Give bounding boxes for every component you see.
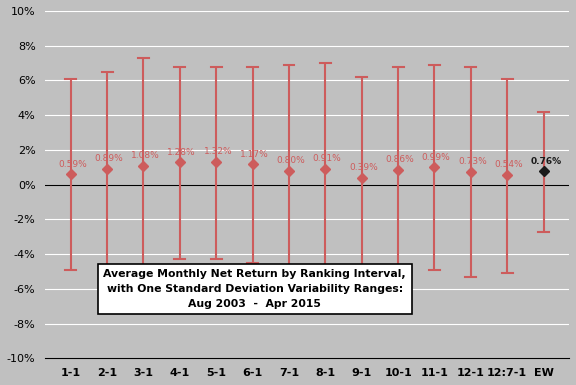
Text: 1.28%: 1.28% bbox=[167, 147, 196, 157]
Text: 1.08%: 1.08% bbox=[131, 151, 160, 160]
Text: 0.89%: 0.89% bbox=[94, 154, 123, 163]
Text: 0.76%: 0.76% bbox=[531, 157, 562, 166]
Text: 0.91%: 0.91% bbox=[313, 154, 342, 163]
Text: 0.54%: 0.54% bbox=[494, 161, 523, 169]
Text: 0.99%: 0.99% bbox=[422, 152, 450, 162]
Text: 0.86%: 0.86% bbox=[385, 155, 414, 164]
Text: 0.59%: 0.59% bbox=[58, 159, 87, 169]
Text: 0.73%: 0.73% bbox=[458, 157, 487, 166]
Text: 1.17%: 1.17% bbox=[240, 149, 268, 159]
Text: 1.32%: 1.32% bbox=[203, 147, 232, 156]
Text: Average Monthly Net Return by Ranking Interval,
with One Standard Deviation Vari: Average Monthly Net Return by Ranking In… bbox=[104, 269, 406, 309]
Text: 0.80%: 0.80% bbox=[276, 156, 305, 165]
Text: 0.39%: 0.39% bbox=[349, 163, 378, 172]
